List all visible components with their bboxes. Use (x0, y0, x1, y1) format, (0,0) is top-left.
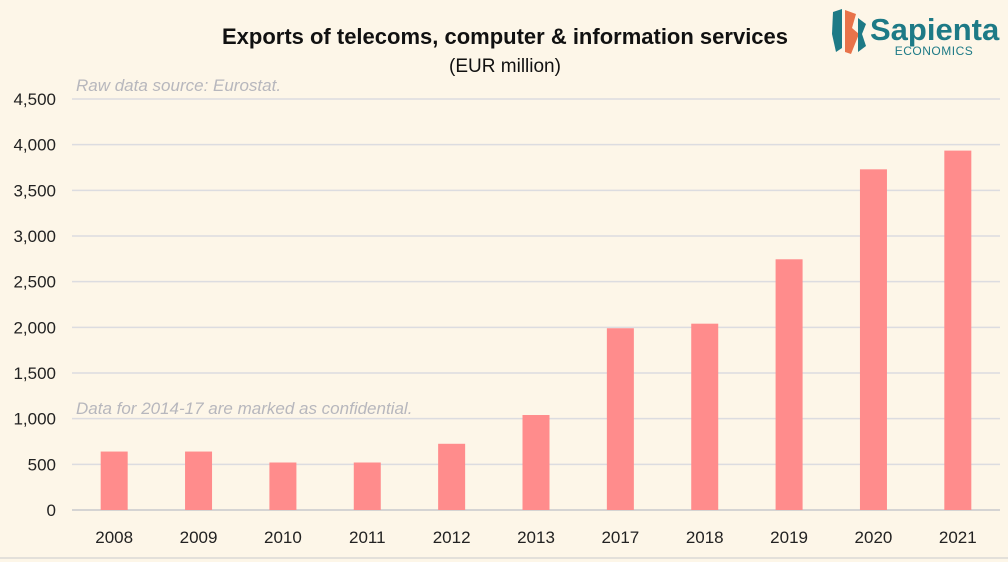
gridlines (72, 98, 1000, 511)
bar-2010 (269, 462, 297, 510)
y-tick-label: 2,000 (13, 318, 56, 337)
y-tick-label: 0 (47, 501, 56, 520)
x-axis-ticks: 2008 2009 2010 2011 2012 2013 2017 2018 2019 2020… (95, 528, 976, 547)
bar-2011 (353, 462, 381, 510)
logo-name: Sapienta (870, 12, 1000, 47)
x-tick-label: 2008 (95, 528, 133, 547)
bar-2008 (100, 451, 128, 510)
source-note: Raw data source: Eurostat. (76, 76, 281, 95)
y-tick-label: 1,000 (13, 410, 56, 429)
bar-2013 (522, 415, 550, 510)
y-tick-label: 2,500 (13, 273, 56, 292)
sapienta-logo-mark (832, 9, 866, 54)
y-tick-label: 4,000 (13, 136, 56, 155)
bar-2018 (691, 323, 719, 510)
bar-2020 (859, 169, 887, 510)
y-axis-ticks: 0 500 1,000 1,500 2,000 2,500 3,000 3,500 4,000 4… (13, 90, 56, 520)
y-tick-label: 3,500 (13, 181, 56, 200)
y-tick-label: 1,500 (13, 364, 56, 383)
y-tick-label: 4,500 (13, 90, 56, 109)
bar-2019 (775, 259, 803, 510)
chart-subtitle: (EUR million) (449, 56, 561, 77)
chart-title: Exports of telecoms, computer & informat… (222, 24, 788, 49)
y-tick-label: 3,000 (13, 227, 56, 246)
bar-2017 (606, 328, 634, 510)
bar-2021 (944, 150, 972, 510)
logo-tagline: ECONOMICS (895, 44, 974, 58)
x-tick-label: 2017 (601, 528, 639, 547)
x-tick-label: 2009 (180, 528, 218, 547)
bar-2012 (438, 443, 466, 510)
confidential-note: Data for 2014-17 are marked as confident… (76, 399, 412, 418)
y-tick-label: 500 (28, 455, 56, 474)
x-tick-label: 2010 (264, 528, 302, 547)
logo: Sapienta ECONOMICS (832, 9, 1000, 58)
x-tick-label: 2018 (686, 528, 724, 547)
x-tick-label: 2012 (433, 528, 471, 547)
x-tick-label: 2021 (939, 528, 977, 547)
bar-2009 (185, 451, 213, 510)
x-tick-label: 2020 (855, 528, 893, 547)
x-tick-label: 2019 (770, 528, 808, 547)
x-tick-label: 2011 (349, 528, 386, 547)
bars (100, 150, 972, 510)
x-tick-label: 2013 (517, 528, 555, 547)
